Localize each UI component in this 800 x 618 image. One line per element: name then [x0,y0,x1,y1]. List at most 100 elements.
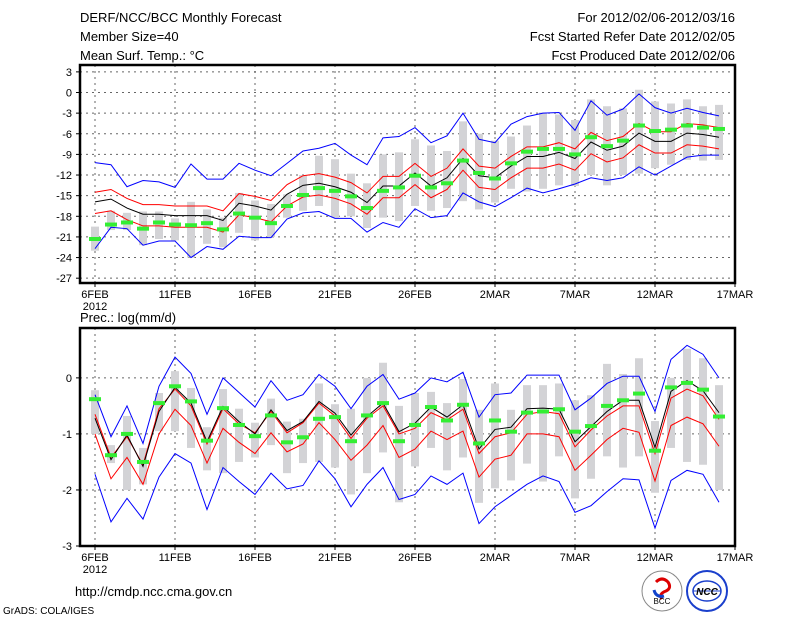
ensemble-range-bar [491,383,499,489]
observation-marker [393,185,405,190]
observation-marker [313,416,325,421]
observation-marker [537,146,549,151]
observation-marker [153,401,165,406]
ensemble-range-bar [267,398,275,446]
y-tick-label: -3 [62,108,72,120]
observation-marker [345,439,357,444]
ensemble-range-bar [315,155,323,206]
observation-marker [441,181,453,186]
observation-marker [601,144,613,149]
x-tick-label: 17MAR [717,552,754,564]
ensemble-range-bar [683,348,691,462]
observation-marker [425,185,437,190]
observation-marker [345,194,357,199]
ensemble-range-bar [443,150,451,209]
observation-marker [457,158,469,163]
x-tick-label: 26FEB [398,552,432,564]
extreme-line-max [94,344,720,445]
observation-marker [393,439,405,444]
observation-marker [505,161,517,166]
ensemble-range-bar [123,415,131,490]
ensemble-range-bar [651,421,659,493]
ensemble-range-bar [251,422,259,458]
ensemble-range-bar [107,210,115,231]
observation-marker [233,211,245,216]
member-size: Member Size=40 [80,29,179,44]
ensemble-range-bar [699,106,707,161]
x-tick-label: 2MAR [480,552,511,564]
observation-marker [441,418,453,423]
forecast-period: For 2012/02/06-2012/03/16 [577,10,735,25]
ensemble-range-bar [235,408,243,462]
observation-marker [185,399,197,404]
observation-marker [233,422,245,427]
ensemble-range-bar [203,427,211,471]
ensemble-range-bar [347,408,355,495]
ensemble-mean-line [94,132,720,221]
observation-marker [265,221,277,226]
ensemble-range-bar [603,363,611,457]
observation-marker [569,152,581,157]
observation-marker [377,401,389,406]
observation-marker [201,438,213,443]
ensemble-range-bar [475,409,483,503]
y-tick-label: -9 [62,149,72,161]
ensemble-range-bar [251,200,259,241]
observation-marker [281,203,293,208]
observation-marker [585,135,597,140]
observation-marker [409,422,421,427]
forecast-start-date: Fcst Started Refer Date 2012/02/05 [530,29,735,44]
ensemble-range-bar [267,203,275,237]
observation-marker [617,398,629,403]
ensemble-range-bar [91,390,99,434]
observation-marker [505,429,517,434]
observation-marker [121,220,133,225]
ensemble-range-bar [427,391,435,448]
observation-marker [121,431,133,436]
spread-line-lower [94,144,720,233]
extreme-line-min [94,154,719,259]
ensemble-range-bar [715,385,723,490]
y-tick-label: -1 [62,429,72,441]
observation-marker [361,413,373,418]
ensemble-range-bar [299,175,307,211]
ensemble-range-bar [283,421,291,474]
observation-marker [553,146,565,151]
bcc-logo-text: BCC [654,597,671,606]
observation-marker [697,125,709,130]
observation-marker [409,173,421,178]
observation-marker [265,413,277,418]
ensemble-range-bar [667,377,675,448]
ensemble-range-bar [427,145,435,211]
y-tick-label: -6 [62,129,72,141]
observation-marker [649,448,661,453]
observation-marker [697,387,709,392]
observation-marker [137,459,149,464]
observation-marker [249,215,261,220]
ensemble-range-bar [187,387,195,448]
y-tick-label: -24 [56,253,72,265]
observation-marker [633,123,645,128]
ensemble-range-bar [379,362,387,453]
temperature-panel: 3 0 -3 -6 -9 -12 -15 -18 -21 -24 -27 6FEB 11FEB 16FEB… [56,63,754,313]
observation-marker [169,384,181,389]
ensemble-range-bar [571,400,579,499]
y-tick-label: 0 [66,373,72,385]
observation-marker [569,429,581,434]
observation-marker [665,385,677,390]
observation-marker [617,138,629,143]
observation-marker [377,188,389,193]
source-url[interactable]: http://cmdp.ncc.cma.gov.cn [75,584,232,599]
ensemble-range-bar [651,101,659,169]
ensemble-mean-line [94,380,720,468]
observation-marker [649,129,661,134]
x-tick-label: 21FEB [318,289,352,301]
y-tick-label: -27 [56,273,72,285]
ensemble-range-bar [203,209,211,244]
observation-marker [633,391,645,396]
ensemble-range-bar [411,393,419,467]
x-tick-label: 17MAR [717,289,754,301]
observation-marker [553,407,565,412]
ensemble-range-bar [171,218,179,241]
